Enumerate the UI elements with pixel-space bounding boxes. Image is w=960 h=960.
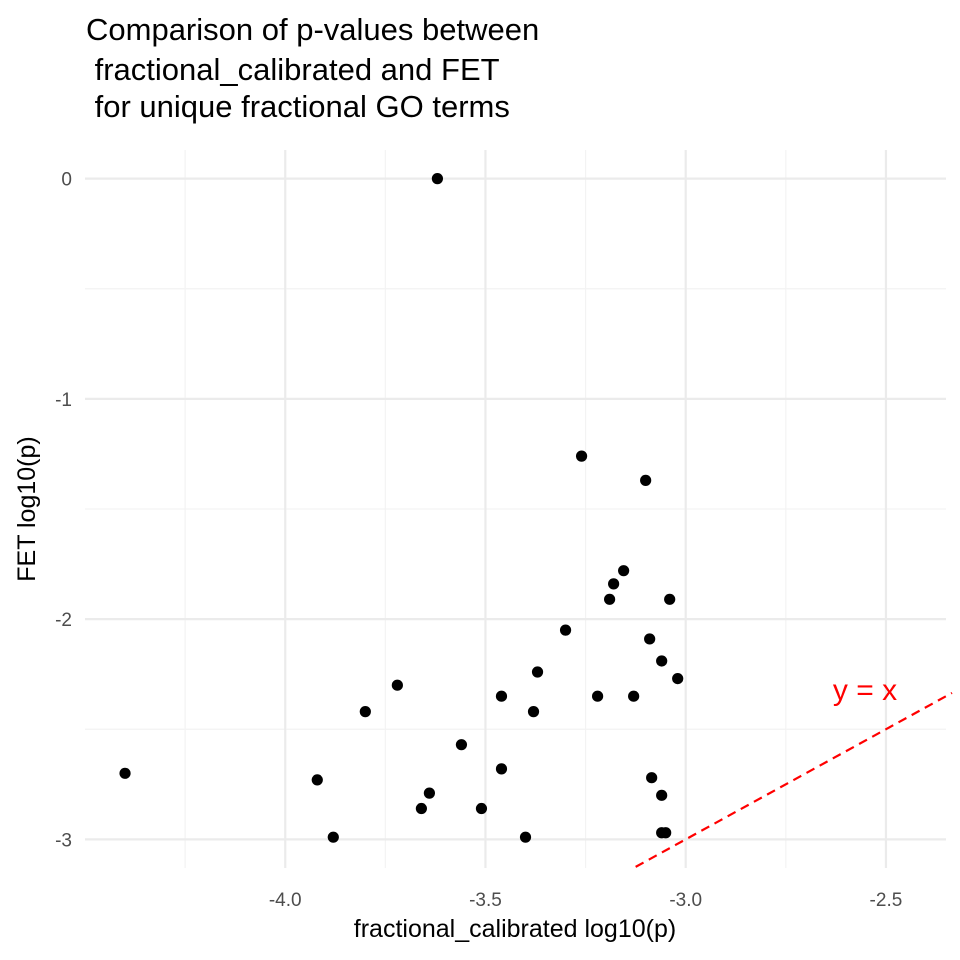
data-point — [119, 767, 131, 779]
data-point — [431, 173, 444, 185]
data-point — [327, 831, 339, 843]
chart-title-line-3: for unique fractional GO terms — [86, 89, 510, 124]
data-point — [628, 690, 640, 702]
data-point — [656, 655, 668, 667]
data-point — [646, 772, 658, 784]
y-axis-title: FET log10(p) — [13, 436, 41, 581]
x-tick-label: -3.5 — [469, 890, 502, 911]
data-point — [664, 593, 676, 605]
chart-title-line-1: Comparison of p-values between — [86, 12, 539, 47]
data-point — [311, 774, 323, 786]
grid — [85, 150, 946, 868]
data-point — [495, 690, 508, 702]
data-point — [660, 827, 672, 839]
chart-title-line-2: fractional_calibrated and FET — [86, 52, 500, 87]
data-point — [495, 763, 508, 775]
data-points — [119, 173, 684, 843]
data-point — [359, 706, 371, 718]
data-point — [415, 802, 427, 815]
data-point — [640, 474, 652, 486]
reference-line-label: y = x — [833, 674, 897, 707]
x-tick-label: -2.5 — [870, 890, 903, 911]
data-point — [644, 633, 656, 645]
y-tick-label: -2 — [55, 610, 72, 631]
x-axis-title: fractional_calibrated log10(p) — [354, 915, 676, 943]
data-point — [656, 789, 668, 801]
reference-line-group: y = x — [635, 674, 953, 868]
data-point — [559, 624, 572, 636]
reference-line — [635, 691, 953, 868]
data-point — [423, 787, 435, 799]
x-tick-label: -4.0 — [269, 890, 302, 911]
y-tick-label: 0 — [61, 170, 72, 191]
tick-labels: -4.0 -3.5 -3.0 -2.5 0 -1 -2 -3 — [55, 170, 902, 911]
y-tick-label: -1 — [55, 390, 72, 411]
data-point — [618, 565, 630, 577]
data-point — [391, 679, 403, 691]
x-tick-label: -3.0 — [669, 890, 702, 911]
data-point — [575, 450, 588, 462]
chart-title: Comparison of p-values between fractiona… — [86, 12, 539, 124]
y-tick-label: -3 — [55, 830, 72, 851]
data-point — [519, 831, 532, 843]
data-point — [608, 578, 620, 590]
data-point — [475, 802, 488, 815]
data-point — [672, 672, 684, 685]
data-point — [591, 690, 604, 702]
data-point — [604, 593, 616, 605]
data-point — [531, 666, 544, 678]
data-point — [455, 739, 468, 751]
data-point — [527, 706, 540, 718]
